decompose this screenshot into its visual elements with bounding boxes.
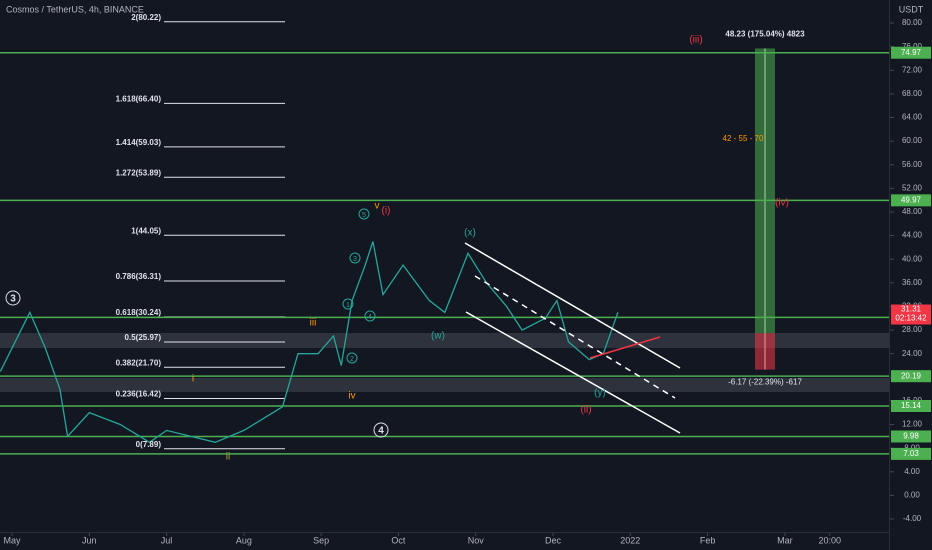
y-tick-label: 44.00 [902, 231, 923, 240]
zone [0, 333, 890, 348]
wave-label: iii [310, 318, 317, 329]
x-tick-label: Jul [161, 535, 173, 545]
level-tag [891, 447, 931, 460]
y-tick-label: 48.00 [902, 207, 923, 216]
x-tick-label: Sep [313, 535, 329, 545]
fib-label: 1.618(66.40) [116, 94, 162, 103]
last-price: 31.31 [901, 305, 922, 314]
fib-label: 1.414(59.03) [116, 138, 162, 147]
x-tick-label: Aug [236, 535, 252, 545]
fib-label: 0.618(30.24) [116, 308, 162, 317]
channel-line [465, 311, 681, 434]
level-tag [891, 46, 931, 59]
currency: USDT [899, 4, 924, 14]
wave-label: i [192, 374, 194, 385]
level-tag [891, 399, 931, 412]
wave-label: (w) [431, 331, 445, 342]
last-price-tag [891, 304, 931, 325]
x-tick-label: Oct [391, 535, 406, 545]
y-tick-label: 64.00 [902, 113, 923, 122]
wave-label: 5 [362, 212, 366, 219]
y-tick-label: 36.00 [902, 278, 923, 287]
y-tick-label: 8.00 [904, 443, 920, 452]
y-tick-label: -4.00 [903, 514, 922, 523]
wave-circle [373, 422, 389, 438]
wave-circle [349, 252, 361, 264]
fib-label: 1.272(53.89) [116, 168, 162, 177]
wave-circle [5, 290, 21, 306]
x-tick-label: 2022 [620, 535, 640, 545]
position-label: 48.23 (175.04%) 4823 [725, 30, 805, 39]
wave-label: 4 [378, 426, 384, 437]
wave-label: 4 [368, 314, 372, 321]
level-label: 15.14 [901, 401, 922, 410]
y-tick-label: 0.00 [904, 491, 920, 500]
wave-label: (y) [594, 388, 606, 399]
fib-label: 0(7.89) [136, 440, 162, 449]
fib-label: 0.236(16.42) [116, 390, 162, 399]
y-tick-label: 12.00 [902, 420, 923, 429]
level-tag [891, 370, 931, 383]
wave-label: (i) [382, 206, 391, 217]
y-tick-label: 60.00 [902, 136, 923, 145]
wave-label: 1 [346, 302, 350, 309]
x-tick-label: Nov [468, 535, 485, 545]
wave-label: 2 [350, 356, 354, 363]
position-label: -6.17 (-22.39%) -617 [728, 378, 802, 387]
trend-line [589, 336, 661, 359]
wave-label: v [375, 201, 380, 212]
y-tick-label: 72.00 [902, 65, 923, 74]
level-tag [891, 194, 931, 207]
x-tick-label: Dec [545, 535, 562, 545]
fib-label: 0.382(21.70) [116, 358, 162, 367]
wave-label: iv [348, 391, 355, 402]
y-tick-label: 52.00 [902, 183, 923, 192]
x-tick-label: 20:00 [818, 535, 841, 545]
y-tick-label: 56.00 [902, 160, 923, 169]
channel-line [464, 242, 681, 369]
wave-label: (iii) [689, 35, 702, 46]
x-tick-label: Feb [700, 535, 716, 545]
level-label: 49.97 [901, 195, 922, 204]
wave-circle [364, 310, 376, 322]
zone [0, 378, 890, 392]
wave-label: (iv) [775, 198, 789, 209]
y-tick-label: 24.00 [902, 349, 923, 358]
targets-note: 42 - 55 - 70 [723, 134, 764, 143]
y-tick-label: 68.00 [902, 89, 923, 98]
level-label: 9.98 [903, 432, 919, 441]
level-label: 74.97 [901, 48, 922, 57]
y-tick-label: 76.00 [902, 42, 923, 51]
y-tick-label: 40.00 [902, 254, 923, 263]
level-tag [891, 430, 931, 443]
fib-label: 0.5(25.97) [125, 333, 162, 342]
title: Cosmos / TetherUS, 4h, BINANCE [6, 4, 144, 14]
fib-label: 0.786(36.31) [116, 272, 162, 281]
wave-label: (ii) [580, 405, 591, 416]
wave-label: 3 [353, 256, 357, 263]
y-tick-label: 80.00 [902, 18, 923, 27]
x-tick-label: Mar [777, 535, 793, 545]
fib-label: 1(44.05) [131, 226, 161, 235]
wave-circle [346, 352, 358, 364]
fib-label: 2(80.22) [131, 13, 161, 22]
wave-circle [342, 298, 354, 310]
level-label: 7.03 [903, 449, 919, 458]
y-tick-label: 4.00 [904, 467, 920, 476]
wave-label: ii [226, 452, 230, 463]
wave-label: (x) [464, 228, 476, 239]
wave-label: 3 [10, 294, 16, 305]
wave-circle [358, 208, 370, 220]
y-tick-label: 28.00 [902, 325, 923, 334]
level-label: 20.19 [901, 371, 922, 380]
x-tick-label: Jun [82, 535, 97, 545]
countdown: 02:13:42 [895, 314, 927, 323]
x-tick-label: May [3, 535, 21, 545]
